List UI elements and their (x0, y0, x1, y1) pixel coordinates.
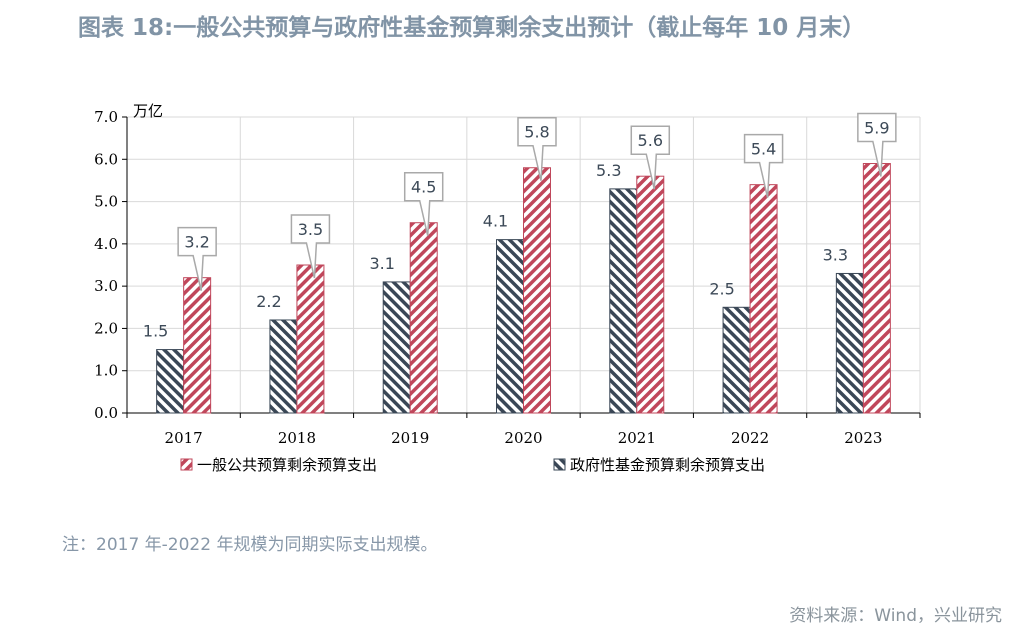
y-tick-label: 0.0 (94, 404, 118, 422)
y-axis-unit: 万亿 (133, 102, 163, 120)
bar-general-public (862, 163, 891, 414)
y-tick-label: 1.0 (94, 362, 118, 380)
data-label-general-public: 4.5 (411, 178, 436, 197)
data-label-government-fund: 5.3 (596, 161, 621, 180)
legend-swatch (553, 458, 566, 471)
callout-box (630, 125, 671, 190)
data-label-general-public: 3.2 (184, 233, 209, 252)
bar-government-fund (382, 281, 411, 414)
y-tick-label: 4.0 (94, 235, 118, 253)
legend-label: 一般公共预算剩余预算支出 (197, 456, 377, 474)
bar-general-public (636, 175, 665, 414)
bar-chart: 0.01.02.03.04.05.06.07.0 万亿 20171.53.2201… (94, 102, 921, 474)
bar-general-public (749, 184, 778, 414)
data-label-general-public: 5.6 (638, 131, 663, 150)
bar-general-public (523, 167, 551, 414)
callout-box (403, 171, 444, 236)
x-tick-label: 2017 (165, 429, 203, 447)
legend: 一般公共预算剩余预算支出 政府性基金预算剩余预算支出 (180, 456, 765, 474)
bar-government-fund (156, 349, 185, 414)
data-label-general-public: 5.4 (751, 140, 776, 159)
y-tick-label: 7.0 (94, 108, 118, 126)
x-tick-label: 2020 (504, 429, 542, 447)
callout-box (517, 116, 557, 181)
data-label-general-public: 5.8 (524, 123, 549, 142)
y-tick-label: 5.0 (94, 193, 118, 211)
data-label-government-fund: 3.3 (823, 245, 848, 264)
labels-layer: 2017 1.5 3.2 2018 2.2 3.5 2019 3.1 4.5 2020 4.1 5.8… (143, 112, 897, 447)
bar-government-fund (609, 188, 638, 414)
footnote: 注：2017 年-2022 年规模为同期实际支出规模。 (62, 535, 438, 555)
data-label-general-public: 5.9 (864, 119, 889, 138)
bar-government-fund (835, 272, 864, 414)
data-label-government-fund: 1.5 (143, 322, 168, 341)
bar-general-public (183, 277, 212, 414)
source-credit: 资料来源：Wind，兴业研究 (789, 606, 1002, 626)
callout-box (177, 226, 217, 291)
legend-label: 政府性基金预算剩余预算支出 (570, 456, 765, 474)
bars-layer (156, 163, 891, 414)
y-tick-label: 3.0 (94, 277, 118, 295)
callout-box (857, 112, 897, 177)
callout-box (290, 214, 331, 279)
data-label-government-fund: 3.1 (369, 254, 394, 273)
bar-general-public (296, 264, 325, 414)
callout-box (743, 133, 784, 198)
x-tick-label: 2022 (731, 429, 769, 447)
bar-government-fund (722, 306, 751, 414)
x-tick-label: 2023 (844, 429, 882, 447)
chart-title: 图表 18:一般公共预算与政府性基金预算剩余支出预计（截止每年 10 月末） (78, 15, 866, 41)
y-tick-label: 6.0 (94, 150, 118, 168)
bar-government-fund (496, 239, 524, 414)
bar-government-fund (269, 319, 298, 414)
x-tick-label: 2018 (278, 429, 316, 447)
bar-general-public (409, 222, 438, 414)
x-tick-label: 2019 (391, 429, 429, 447)
y-tick-label: 2.0 (94, 319, 118, 337)
x-tick-label: 2021 (618, 429, 656, 447)
data-label-general-public: 3.5 (298, 220, 323, 239)
data-label-government-fund: 2.5 (709, 279, 734, 298)
legend-swatch (180, 458, 193, 471)
data-label-government-fund: 2.2 (256, 292, 281, 311)
data-label-government-fund: 4.1 (483, 212, 508, 231)
